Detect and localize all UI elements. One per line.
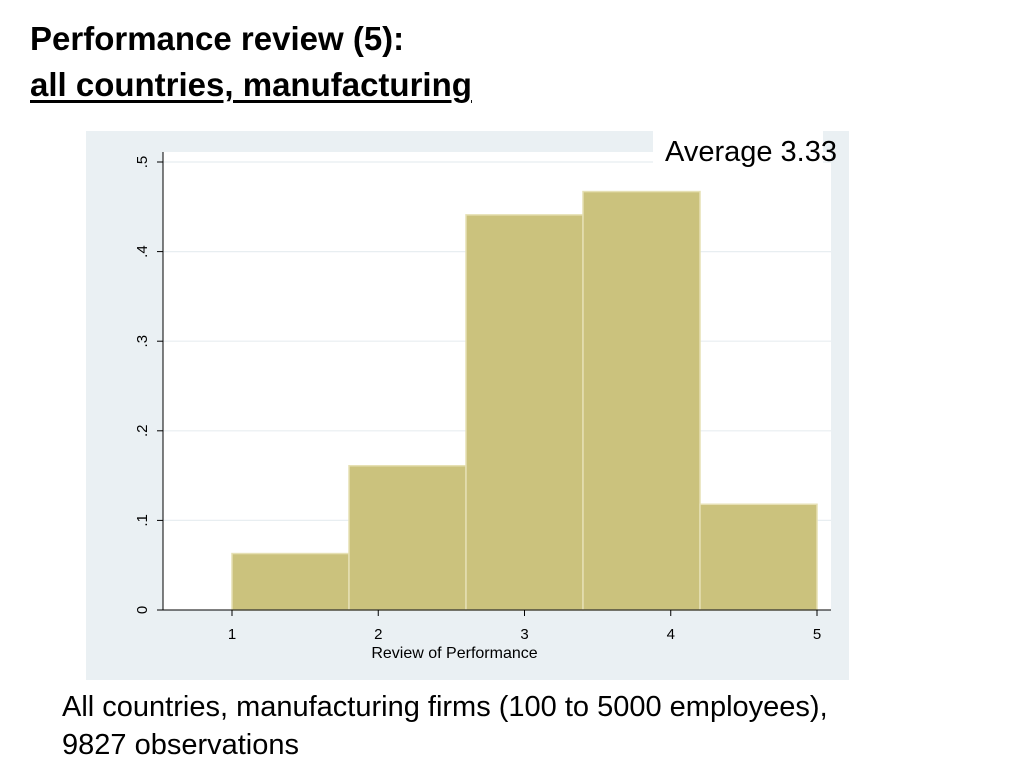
- histogram-bar-4: [582, 190, 701, 611]
- y-tick-label-1: .1: [134, 514, 151, 527]
- x-axis-title: Review of Performance: [371, 645, 537, 662]
- slide-title-line-2: all countries, manufacturing: [30, 66, 472, 103]
- histogram-bar-3: [465, 214, 584, 611]
- slide-title: Performance review (5): all countries, m…: [30, 16, 472, 108]
- average-annotation: Average 3.33: [665, 136, 837, 168]
- y-tick-label-0: 0: [134, 606, 151, 614]
- caption-line-1: All countries, manufacturing firms (100 …: [62, 691, 828, 723]
- y-tick-label-4: .4: [134, 245, 151, 258]
- y-tick-label-3: .3: [134, 335, 151, 348]
- histogram-chart: 0 .1 .2 .3 .4 .5 1 2 3 4 5 Review of Performance: [134, 152, 831, 662]
- histogram-bar-1: [231, 552, 350, 611]
- histogram-bar-5: [699, 503, 818, 611]
- x-tick-label-3: 4: [667, 626, 675, 643]
- x-tick-label-4: 5: [813, 626, 821, 643]
- x-tick-label-2: 3: [520, 626, 528, 643]
- x-tick-label-0: 1: [228, 626, 236, 643]
- average-label-background: [653, 128, 823, 170]
- histogram-bar-2: [348, 464, 467, 611]
- caption: All countries, manufacturing firms (100 …: [62, 688, 1012, 764]
- caption-line-2: 9827 observations: [62, 729, 299, 761]
- y-tick-label-2: .2: [134, 425, 151, 438]
- slide-title-line-1: Performance review (5):: [30, 20, 405, 57]
- x-tick-label-1: 2: [374, 626, 382, 643]
- y-tick-label-5: .5: [134, 156, 151, 169]
- chart-panel: 0 .1 .2 .3 .4 .5 1 2 3 4 5 Review of Performance: [86, 131, 849, 680]
